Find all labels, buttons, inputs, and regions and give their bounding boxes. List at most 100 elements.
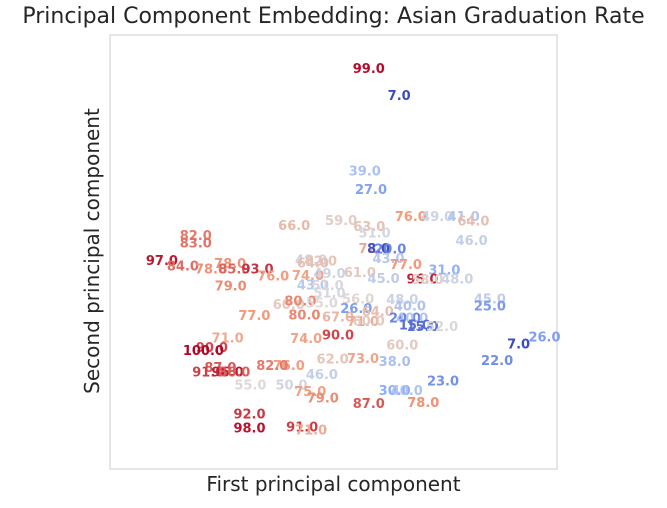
point-label: 75.0 [294, 385, 326, 400]
point-label: 48.0 [441, 272, 473, 287]
point-label: 86.0 [218, 366, 250, 381]
point-label: 62.0 [305, 255, 337, 270]
point-label: 80.0 [284, 294, 316, 309]
point-label: 67.0 [322, 311, 354, 326]
point-label: 60.0 [386, 339, 418, 354]
point-label: 82.0 [256, 359, 288, 374]
point-label: 38.0 [379, 355, 411, 370]
point-label: 91.0 [286, 421, 318, 436]
point-label: 96.0 [406, 272, 438, 287]
point-label: 66.0 [278, 219, 310, 234]
point-label: 20.0 [374, 242, 406, 257]
point-label: 8.0 [367, 242, 390, 257]
point-label: 84.0 [167, 260, 199, 275]
point-label: 79.0 [215, 280, 247, 295]
point-label: 22.0 [481, 354, 513, 369]
point-label: 46.0 [306, 368, 338, 383]
point-label: 43.0 [297, 278, 329, 293]
point-label: 48.0 [386, 293, 418, 308]
point-label: 100.0 [183, 344, 224, 359]
point-label: 30.0 [379, 384, 411, 399]
point-label: 74.0 [292, 269, 324, 284]
point-label: 48.0 [295, 254, 327, 269]
point-label: 49.0 [421, 210, 453, 225]
point-label: 51.0 [313, 287, 345, 302]
point-label: 78.0 [195, 263, 227, 278]
point-label: 50.0 [275, 379, 307, 394]
points-layer: 99.07.039.027.076.049.041.064.066.0 59.06… [146, 62, 561, 438]
point-label: 78.0 [407, 396, 439, 411]
point-label: 52.0 [426, 320, 458, 335]
point-label: 7.0 [507, 337, 530, 352]
point-label: 73.0 [347, 352, 379, 367]
point-label: 7.0 [388, 89, 411, 104]
point-label: 59.0 [325, 214, 357, 229]
point-label: 77.0 [238, 309, 270, 324]
point-label: 15.0 [399, 318, 431, 333]
point-label: 45.0 [368, 272, 400, 287]
point-label: 98.0 [233, 422, 265, 437]
point-label: 92.0 [233, 408, 265, 423]
point-label: 64.0 [297, 257, 329, 272]
point-label: 91.0 [192, 366, 224, 381]
x-axis-label: First principal component [206, 472, 461, 496]
point-label: 93.0 [241, 263, 273, 278]
point-label: 82.0 [180, 229, 212, 244]
point-label: 58.0 [411, 273, 443, 288]
point-label: 87.0 [204, 361, 236, 376]
point-label: 71.0 [347, 315, 379, 330]
point-label: 99.0 [353, 62, 385, 77]
point-label: 96.0 [212, 366, 244, 381]
point-label: 23.0 [427, 374, 459, 389]
point-label: 60.0 [273, 298, 305, 313]
point-label: 72.0 [359, 242, 391, 257]
point-label: 76.0 [257, 270, 289, 285]
point-label: 26.0 [528, 330, 560, 345]
point-label: 49.0 [313, 267, 345, 282]
point-label: 87.0 [353, 397, 385, 412]
point-label: 79.0 [307, 392, 339, 407]
point-label: 43.0 [372, 252, 404, 267]
point-label: 71.0 [295, 423, 327, 438]
point-label: 40.0 [396, 311, 428, 326]
point-label: 77.0 [390, 258, 422, 273]
point-label: 45.0 [474, 293, 506, 308]
point-label: 51.0 [312, 279, 344, 294]
point-label: 20.0 [389, 311, 421, 326]
point-label: 76.0 [273, 359, 305, 374]
point-label: 60.0 [353, 314, 385, 329]
point-label: 26.0 [340, 302, 372, 317]
point-label: 55.0 [234, 379, 266, 394]
plot-frame [109, 34, 558, 470]
point-label: 71.0 [212, 331, 244, 346]
point-label: 27.0 [355, 183, 387, 198]
point-label: 90.0 [196, 341, 228, 356]
y-axis-label: Second principal component [80, 108, 104, 394]
point-label: 31.0 [428, 264, 460, 279]
point-label: 76.0 [395, 210, 427, 225]
point-label: 40.0 [394, 300, 426, 315]
point-label: 40.0 [391, 384, 423, 399]
point-label: 74.0 [290, 332, 322, 347]
point-label: 41.0 [448, 210, 480, 225]
point-label: 39.0 [349, 165, 381, 180]
point-label: 46.0 [456, 234, 488, 249]
point-label: 63.0 [353, 220, 385, 235]
point-label: 51.0 [359, 226, 391, 241]
point-label: 80.0 [288, 308, 320, 323]
chart-title: Principal Component Embedding: Asian Gra… [22, 4, 645, 29]
point-label: 61.0 [344, 266, 376, 281]
point-label: 25.0 [474, 300, 506, 315]
point-label: 64.0 [457, 215, 489, 230]
point-label: 64.0 [362, 305, 394, 320]
point-label: 15.0 [406, 320, 438, 335]
point-label: 62.0 [317, 353, 349, 368]
point-label: 83.0 [180, 237, 212, 252]
point-label: 78.0 [214, 257, 246, 272]
point-label: 55.0 [306, 297, 338, 312]
point-label: 90.0 [322, 329, 354, 344]
point-label: 97.0 [146, 254, 178, 269]
point-label: 56.0 [342, 293, 374, 308]
point-label: 85.0 [218, 263, 250, 278]
